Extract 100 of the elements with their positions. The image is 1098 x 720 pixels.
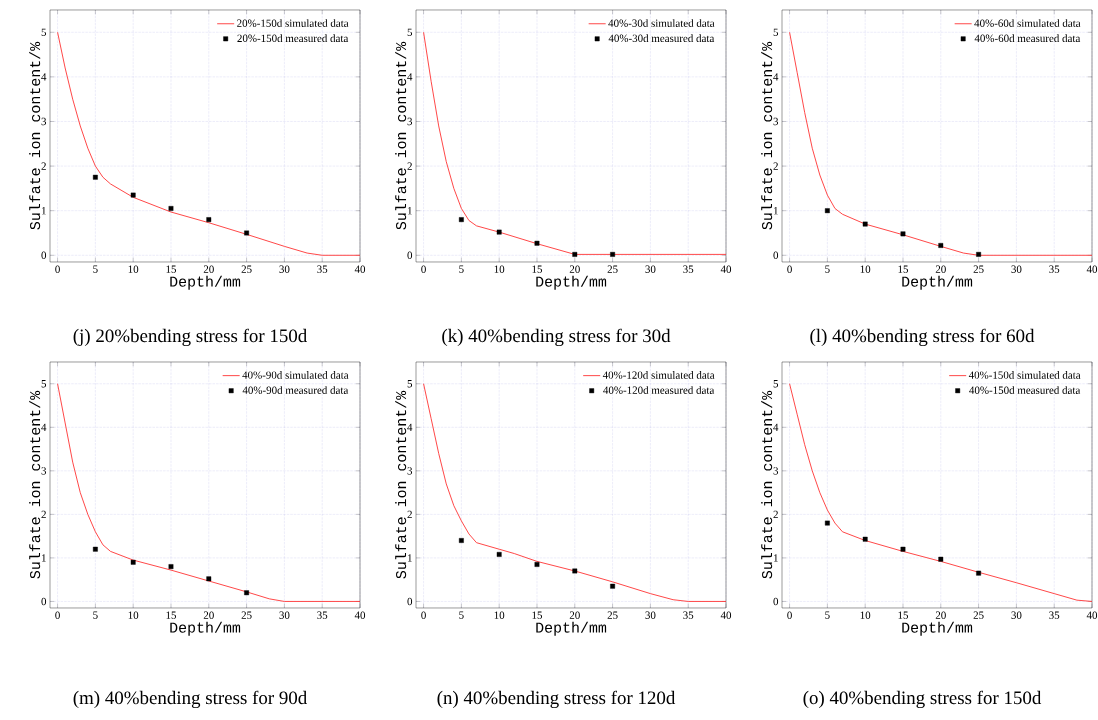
legend-label: 40%-30d simulated data <box>608 19 715 27</box>
y-tick-label: 4 <box>407 423 413 431</box>
y-axis-title: Sulfate ion content/% <box>29 41 41 230</box>
x-tick-label: 35 <box>683 265 694 273</box>
x-tick-label: 25 <box>241 265 252 273</box>
y-tick-label: 4 <box>41 423 47 431</box>
point <box>244 230 249 236</box>
x-tick-label: 10 <box>860 265 871 273</box>
x-tick-label: 15 <box>166 265 177 273</box>
point <box>92 174 98 180</box>
y-tick-label: 0 <box>407 597 413 606</box>
x-tick-label: 30 <box>1011 611 1022 619</box>
point <box>610 583 615 589</box>
x-tick-label: 5 <box>825 265 830 273</box>
text: (n) 40%bending stress for 120d <box>437 690 676 709</box>
y-axis-title: Sulfate ion content/% <box>395 41 407 230</box>
line-series <box>57 31 361 256</box>
x-axis-title: Depth/mm <box>902 621 973 636</box>
point <box>206 576 212 582</box>
x-tick-label: 30 <box>645 265 656 273</box>
x-axis-title: Depth/mm <box>170 275 241 290</box>
y-tick-label: 2 <box>407 510 412 518</box>
line-series <box>789 31 1093 256</box>
x-tick-label: 35 <box>317 611 328 619</box>
x-tick-label: 20 <box>203 265 214 273</box>
x-axis-title: Depth/mm <box>902 275 973 290</box>
legend-label: 40%-60d simulated data <box>974 19 1081 27</box>
x-tick-label: 15 <box>532 611 543 619</box>
point <box>534 562 540 567</box>
x-tick-label: 20 <box>935 611 946 619</box>
x-tick-label: 0 <box>55 611 60 619</box>
x-tick-label: 25 <box>607 265 618 273</box>
y-tick-label: 2 <box>41 510 46 518</box>
line-series <box>423 383 727 602</box>
y-tick-label: 4 <box>773 423 779 431</box>
point <box>824 208 830 214</box>
point <box>496 552 502 557</box>
point <box>862 536 868 542</box>
text: (k) 40%bending stress for 30d <box>442 328 671 347</box>
y-tick-label: 3 <box>773 117 779 126</box>
y-tick-label: 1 <box>407 554 412 562</box>
y-tick-label: 5 <box>773 380 779 388</box>
x-tick-label: 30 <box>645 611 656 619</box>
legend-label: 40%-150d simulated data <box>968 371 1081 379</box>
x-tick-label: 10 <box>128 611 139 619</box>
x-tick-label: 15 <box>898 265 909 273</box>
x-axis-title: Depth/mm <box>170 621 241 636</box>
y-axis-title: Sulfate ion content/% <box>761 390 773 579</box>
legend-label: 40%-120d measured data <box>603 386 715 394</box>
x-tick-label: 35 <box>683 611 694 619</box>
x-tick-label: 15 <box>898 611 909 619</box>
point <box>206 217 212 223</box>
point <box>168 564 174 570</box>
x-tick-label: 25 <box>973 611 984 619</box>
point <box>938 243 944 248</box>
x-tick-label: 5 <box>459 611 464 619</box>
y-axis-title: Sulfate ion content/% <box>761 41 773 230</box>
y-tick-label: 5 <box>41 28 47 36</box>
x-tick-label: 30 <box>1011 265 1022 273</box>
line-series <box>789 383 1093 602</box>
y-tick-label: 0 <box>773 597 779 606</box>
x-tick-label: 40 <box>720 611 732 619</box>
text: (j) 20%bending stress for 150d <box>73 328 308 347</box>
y-axis-title: Sulfate ion content/% <box>29 390 41 579</box>
x-tick-label: 15 <box>166 611 177 619</box>
x-tick-label: 0 <box>787 611 792 619</box>
x-tick-label: 5 <box>93 265 98 273</box>
point <box>572 568 578 574</box>
point <box>92 546 98 552</box>
y-tick-label: 2 <box>773 510 778 518</box>
x-tick-label: 40 <box>720 265 732 273</box>
x-tick-label: 15 <box>532 265 543 273</box>
point <box>572 252 578 257</box>
y-tick-label: 1 <box>41 207 46 215</box>
point <box>900 546 906 552</box>
x-tick-label: 0 <box>55 265 60 273</box>
x-tick-label: 35 <box>1049 611 1060 619</box>
legend-label: 20%-150d simulated data <box>237 19 349 27</box>
y-tick-label: 3 <box>41 117 47 126</box>
x-tick-label: 30 <box>279 265 290 273</box>
y-tick-label: 5 <box>407 28 413 36</box>
x-tick-label: 25 <box>607 611 618 619</box>
y-tick-label: 4 <box>407 73 413 81</box>
y-tick-label: 3 <box>407 117 413 126</box>
point <box>130 192 136 198</box>
point <box>130 559 136 565</box>
y-tick-label: 0 <box>407 251 413 259</box>
x-tick-label: 25 <box>973 265 984 273</box>
text: (o) 40%bending stress for 150d <box>803 690 1042 709</box>
x-tick-label: 10 <box>494 265 505 273</box>
legend-label: 40%-30d measured data <box>608 34 715 43</box>
x-tick-label: 5 <box>93 611 98 619</box>
x-tick-label: 40 <box>354 611 366 619</box>
y-tick-label: 4 <box>41 73 47 81</box>
y-tick-label: 3 <box>773 467 779 475</box>
point <box>610 252 615 257</box>
x-tick-label: 20 <box>935 265 946 273</box>
y-tick-label: 1 <box>773 554 778 562</box>
y-tick-label: 4 <box>773 73 779 81</box>
x-tick-label: 10 <box>494 611 505 619</box>
